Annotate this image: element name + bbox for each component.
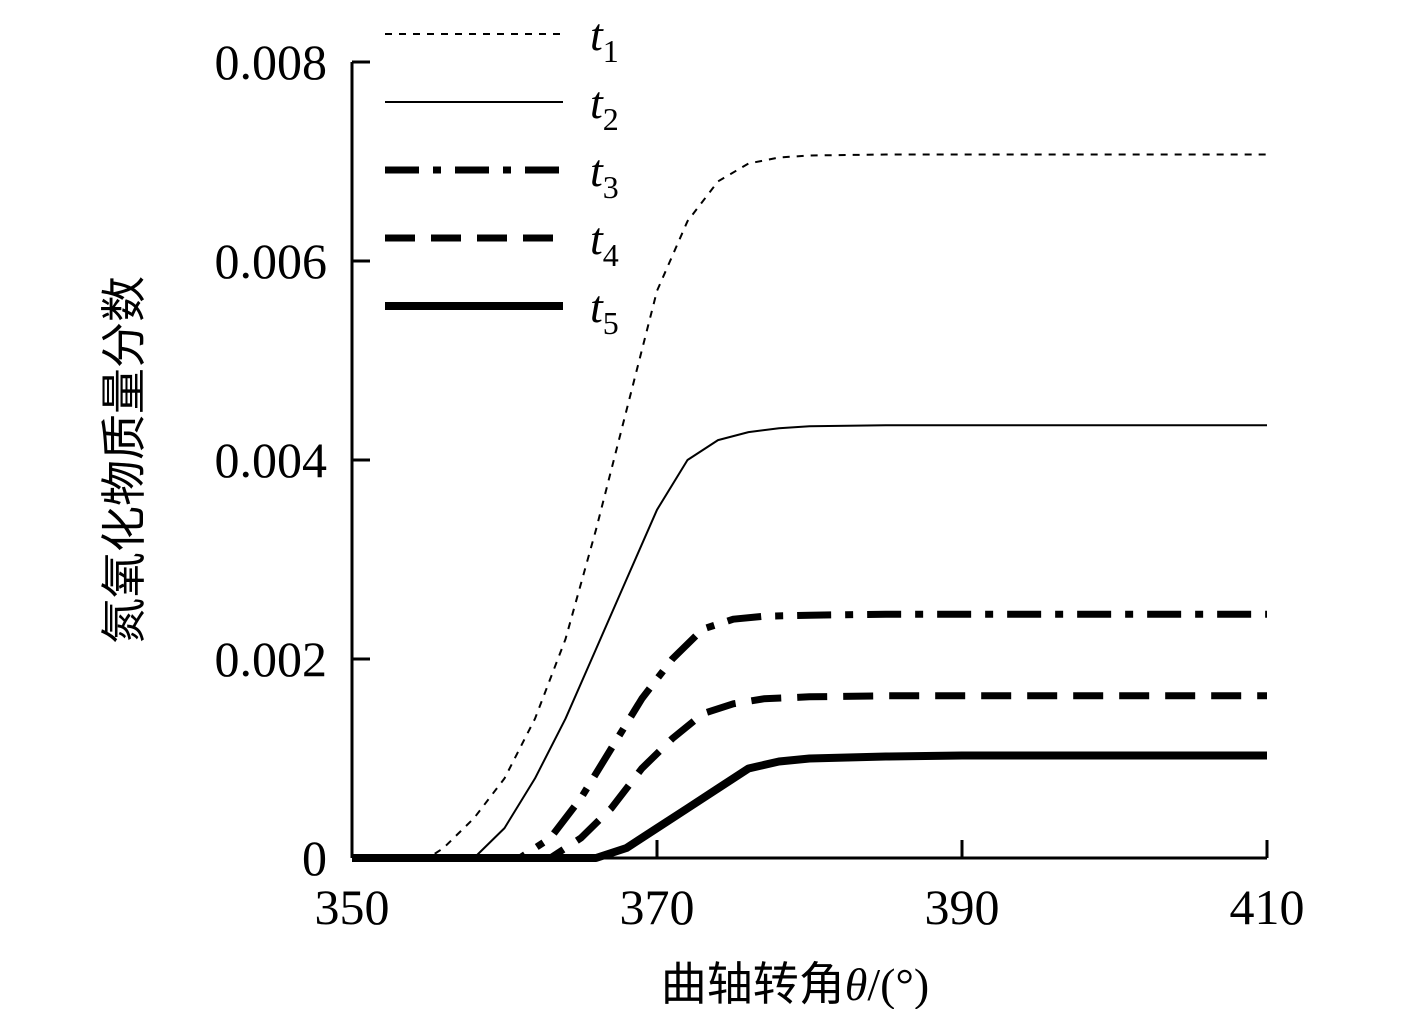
series-line-t4: [352, 692, 1267, 862]
x-tick-label: 370: [620, 879, 695, 935]
legend-label-t5: t5: [590, 281, 619, 341]
legend-label-t1: t1: [590, 9, 619, 69]
y-tick-label: 0.008: [215, 34, 328, 90]
legend-label-t2: t2: [590, 77, 619, 137]
x-tick-label: 350: [315, 879, 390, 935]
y-tick-label: 0.006: [215, 233, 328, 289]
x-tick-label: 390: [925, 879, 1000, 935]
ticks: 350 370 390 410 0 0.002 0.004 0.006 0.008: [215, 34, 1305, 935]
x-tick-label: 410: [1230, 879, 1305, 935]
legend-label-t4: t4: [590, 213, 619, 273]
x-axis-title-unit: /(°): [867, 959, 929, 1009]
x-axis-title: 曲轴转角θ/(°): [661, 957, 929, 1009]
y-tick-label: 0.002: [215, 631, 328, 687]
y-axis-title: 氮氧化物质量分数: [97, 276, 151, 644]
x-axis-title-main: 曲轴转角: [661, 957, 845, 1009]
y-tick-label: 0.004: [215, 432, 328, 488]
legend-label-t3: t3: [590, 145, 619, 205]
series-line-t1: [352, 153, 1267, 859]
axes: [350, 62, 1267, 860]
legend: t1 t2 t3 t4 t5: [385, 9, 619, 341]
series-lines: [352, 153, 1267, 862]
series-line-t2: [352, 424, 1267, 859]
y-tick-label: 0: [302, 830, 327, 886]
series-line-t5: [352, 751, 1267, 862]
x-axis-title-symbol: θ: [845, 959, 868, 1009]
series-line-t3: [352, 610, 1267, 862]
